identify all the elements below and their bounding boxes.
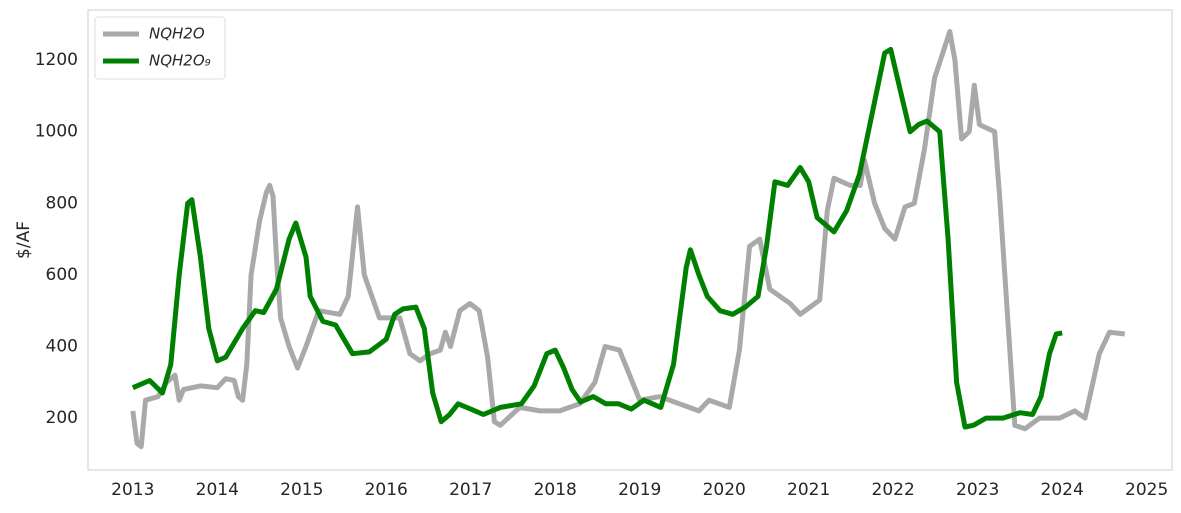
series-line [131, 46, 1063, 430]
x-tick-label: 2023 [956, 480, 999, 500]
y-axis-label: $/AF [14, 221, 34, 259]
x-tick-label: 2025 [1125, 480, 1168, 500]
y-tick-label: 1200 [35, 50, 78, 70]
y-tick-label: 1000 [35, 122, 78, 142]
x-tick-label: 2015 [280, 480, 323, 500]
x-tick-label: 2024 [1041, 480, 1084, 500]
legend-label: NQH2O₉ [149, 52, 211, 70]
x-tick-label: 2013 [111, 480, 154, 500]
plot-frame [87, 9, 1173, 471]
y-tick-label: 400 [46, 336, 78, 356]
x-tick-label: 2022 [872, 480, 915, 500]
series-line [130, 29, 1125, 450]
x-tick-label: 2020 [703, 480, 746, 500]
y-tick-label: 800 [46, 193, 78, 213]
x-tick-label: 2014 [196, 480, 239, 500]
x-tick-label: 2018 [534, 480, 577, 500]
x-tick-label: 2019 [618, 480, 661, 500]
x-tick-label: 2017 [449, 480, 492, 500]
y-tick-label: 600 [46, 265, 78, 285]
legend-label: NQH2O [149, 25, 205, 43]
x-tick-label: 2016 [365, 480, 408, 500]
y-tick-label: 200 [46, 408, 78, 428]
x-tick-label: 2021 [787, 480, 830, 500]
